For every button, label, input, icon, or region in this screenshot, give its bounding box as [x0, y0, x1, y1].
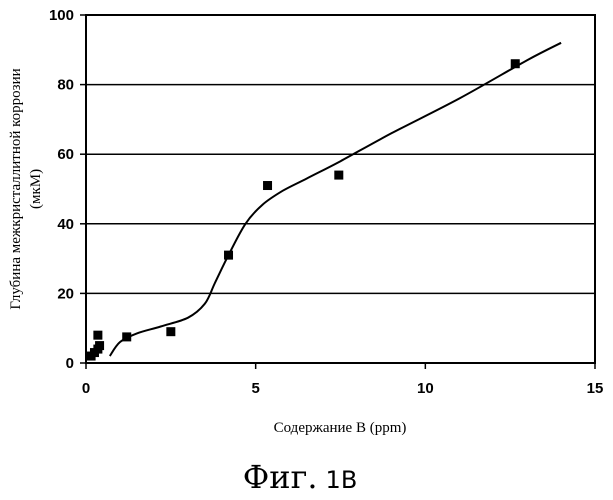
data-point — [511, 59, 520, 68]
x-axis-title: Содержание В (ppm) — [274, 420, 407, 436]
y-axis-ticks: 0 20 40 60 80 100 — [49, 7, 86, 372]
data-point — [95, 341, 104, 350]
x-tick-label: 10 — [417, 380, 434, 397]
y-axis-title-line2: (мкМ) — [28, 169, 44, 209]
x-tick-label: 5 — [251, 380, 259, 397]
data-point — [166, 327, 175, 336]
y-tick-label: 80 — [57, 77, 74, 94]
y-tick-label: 100 — [49, 7, 74, 24]
figure-caption: Фиг. 1В — [243, 458, 358, 496]
data-point — [263, 181, 272, 190]
figure-caption-main: Фиг. — [243, 458, 318, 496]
y-tick-label: 60 — [57, 146, 74, 163]
data-point — [93, 331, 102, 340]
x-axis-ticks: 0 5 10 15 — [82, 363, 604, 397]
x-tick-label: 0 — [82, 380, 90, 397]
data-point — [122, 332, 131, 341]
figure-caption-number: 1В — [326, 466, 358, 494]
y-tick-label: 20 — [57, 285, 74, 302]
data-point — [224, 251, 233, 260]
fit-curve — [110, 43, 561, 356]
y-tick-label: 40 — [57, 216, 74, 233]
y-tick-label: 0 — [66, 355, 74, 372]
x-tick-label: 15 — [587, 380, 604, 397]
y-axis-title-line1: Глубина межкристаллитной коррозии — [8, 68, 24, 309]
data-points — [87, 59, 520, 360]
grid-lines — [86, 85, 595, 294]
data-point — [334, 171, 343, 180]
